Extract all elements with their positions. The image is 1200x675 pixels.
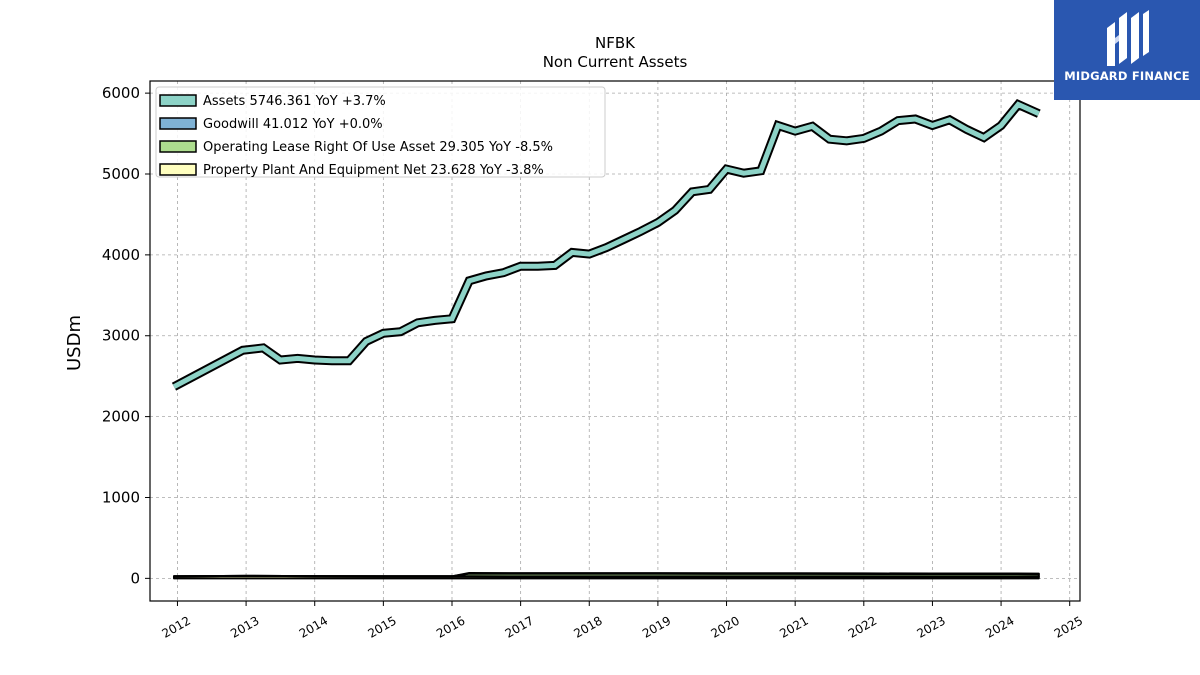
chart-subtitle: Non Current Assets bbox=[543, 53, 688, 71]
x-tick-label: 2016 bbox=[434, 613, 467, 640]
y-axis-label: USDm bbox=[64, 315, 85, 371]
y-tick-label: 1000 bbox=[102, 488, 140, 506]
logo-text: MIDGARD FINANCE bbox=[1064, 69, 1190, 83]
x-tick-label: 2013 bbox=[228, 613, 261, 640]
x-tick-label: 2014 bbox=[297, 613, 330, 640]
x-tick-label: 2017 bbox=[503, 613, 536, 640]
y-tick-label: 6000 bbox=[102, 84, 140, 102]
legend-label: Property Plant And Equipment Net 23.628 … bbox=[203, 163, 544, 178]
legend: Assets 5746.361 YoY +3.7% Goodwill 41.012… bbox=[155, 86, 606, 178]
x-axis: 2012 2013 2014 2015 2016 2017 2018 2019 2020 2021… bbox=[160, 601, 1085, 641]
assets-line bbox=[172, 101, 1040, 389]
y-tick-label: 3000 bbox=[102, 327, 140, 345]
area-goodwill bbox=[173, 572, 1040, 578]
x-tick-label: 2019 bbox=[640, 613, 673, 640]
legend-label: Operating Lease Right Of Use Asset 29.30… bbox=[203, 140, 553, 155]
legend-label: Goodwill 41.012 YoY +0.0% bbox=[203, 117, 383, 132]
x-tick-label: 2020 bbox=[709, 613, 742, 640]
y-tick-label: 0 bbox=[130, 569, 140, 587]
legend-swatch bbox=[159, 163, 197, 176]
legend-swatch bbox=[159, 117, 197, 130]
legend-swatch bbox=[159, 140, 197, 153]
x-tick-label: 2021 bbox=[777, 613, 810, 640]
x-tick-label: 2018 bbox=[571, 613, 604, 640]
plot-frame bbox=[149, 80, 1081, 602]
y-tick-label: 4000 bbox=[102, 246, 140, 264]
x-tick-label: 2025 bbox=[1052, 613, 1085, 640]
midgard-finance-logo: MIDGARD FINANCE bbox=[1054, 0, 1200, 100]
x-tick-label: 2024 bbox=[983, 613, 1016, 640]
x-tick-label: 2012 bbox=[160, 613, 193, 640]
y-tick-label: 2000 bbox=[102, 408, 140, 426]
series-areas bbox=[173, 572, 1040, 580]
assets-series bbox=[171, 98, 1041, 391]
legend-box bbox=[155, 86, 606, 178]
chart-title: NFBK bbox=[595, 34, 636, 52]
logo-mark-icon bbox=[1107, 10, 1149, 66]
legend-label: Assets 5746.361 YoY +3.7% bbox=[203, 94, 386, 109]
y-tick-label: 5000 bbox=[102, 165, 140, 183]
legend-swatch bbox=[159, 94, 197, 107]
x-tick-label: 2022 bbox=[846, 613, 879, 640]
grid bbox=[150, 81, 1080, 601]
y-axis: 0 1000 2000 3000 4000 5000 6000 bbox=[102, 84, 150, 587]
x-tick-label: 2023 bbox=[914, 613, 947, 640]
x-tick-label: 2015 bbox=[365, 613, 398, 640]
